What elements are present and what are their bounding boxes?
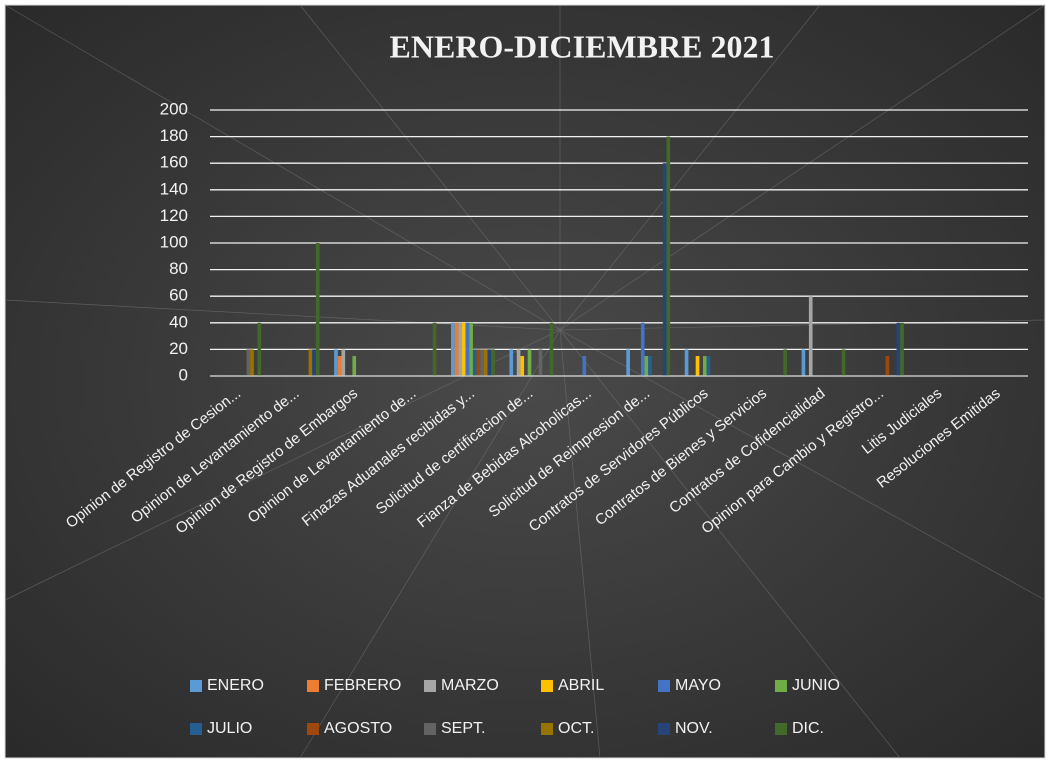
y-tick-label: 40 [169,312,188,331]
y-tick-label: 160 [160,153,188,172]
bar [582,356,587,376]
bar [549,322,554,376]
bar [250,349,254,376]
bar [465,322,470,376]
bar [352,356,357,376]
bar [308,349,313,376]
bar [509,349,514,376]
bar [337,356,342,376]
bar [644,356,649,376]
legend-label: ABRIL [558,677,604,694]
legend-swatch [190,723,202,735]
bar [334,349,338,376]
bar [662,163,667,376]
bar [896,322,901,376]
legend-label: SEPT. [441,720,485,737]
legend-swatch [658,723,670,735]
y-tick-label: 140 [160,179,188,198]
bar [491,349,495,376]
y-tick-label: 0 [179,365,188,384]
y-tick-label: 20 [169,339,188,358]
bar [480,349,484,376]
legend-swatch [775,680,787,692]
legend-label: ENERO [207,677,264,694]
legend-label: JULIO [207,720,252,737]
bar [312,349,316,376]
legend-label: NOV. [675,720,713,737]
bar [885,356,890,376]
bar [469,322,473,376]
bar [454,322,459,376]
background [4,4,1046,759]
bar [801,349,806,376]
bar [702,356,707,376]
bar [487,349,492,376]
legend-swatch [658,680,670,692]
bar [640,322,645,376]
y-tick-label: 180 [160,126,188,145]
bar [451,322,455,376]
bar [516,349,521,376]
bar [706,356,711,376]
bar [315,243,320,376]
legend-label: MARZO [441,677,499,694]
legend-swatch [541,723,553,735]
bar [341,349,346,376]
legend-label: FEBRERO [324,677,401,694]
bar [472,349,477,376]
legend-swatch [424,723,436,735]
bar [841,349,846,376]
bar [900,322,904,376]
bar [695,356,700,376]
legend-swatch [307,680,319,692]
bar [808,296,813,376]
bar [538,349,543,376]
bar [666,136,671,376]
y-tick-label: 120 [160,206,188,225]
legend-swatch [541,680,553,692]
y-tick-label: 100 [160,232,188,251]
bar [257,322,262,376]
bar [476,349,481,376]
rays [4,4,1046,759]
legend-swatch [307,723,319,735]
bar [626,349,630,376]
bar [461,322,466,376]
bar [527,349,532,376]
legend-label: MAYO [675,677,721,694]
y-tick-label: 80 [169,259,188,278]
chart-title: ENERO-DICIEMBRE 2021 [390,28,775,64]
legend-swatch [775,723,787,735]
legend-label: JUNIO [792,677,840,694]
bar [483,349,488,376]
legend-label: OCT. [558,720,594,737]
bar [520,356,525,376]
bar [246,349,251,376]
y-tick-label: 60 [169,286,188,305]
bar [458,322,462,376]
legend-label: AGOSTO [324,720,392,737]
bar [432,322,437,376]
legend-swatch [190,680,202,692]
bar [648,356,652,376]
legend-label: DIC. [792,720,824,737]
y-tick-label: 200 [160,99,188,118]
bar [783,349,787,376]
legend-swatch [424,680,436,692]
bar [684,349,689,376]
